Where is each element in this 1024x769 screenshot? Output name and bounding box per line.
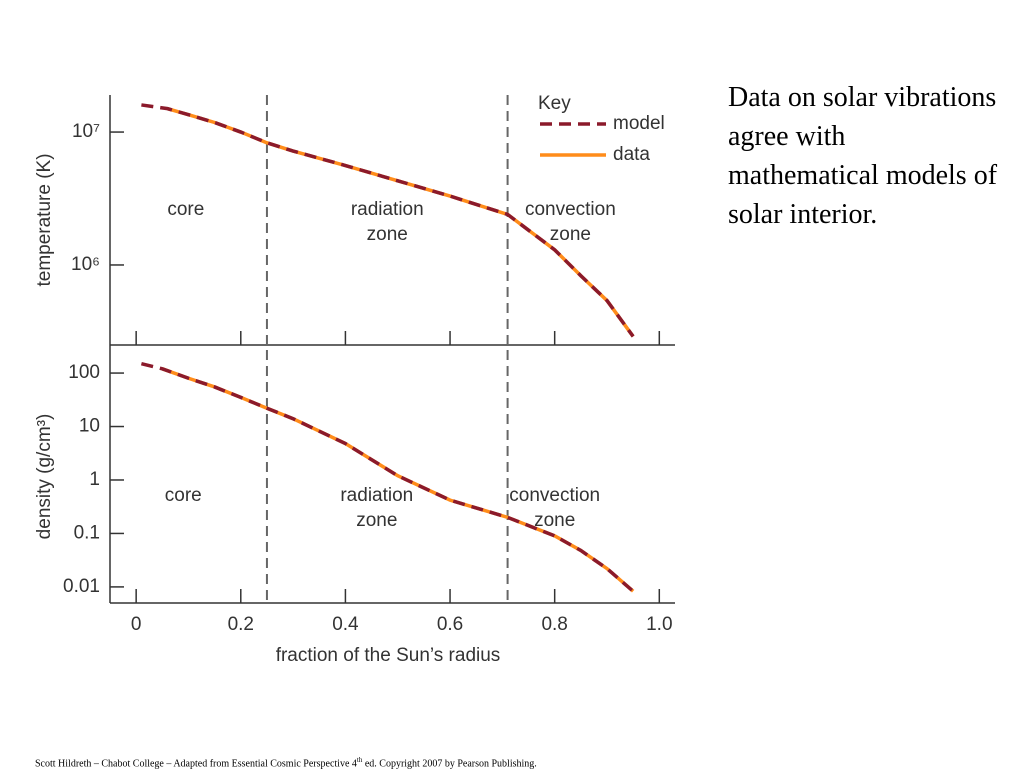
- footer: Scott Hildreth – Chabot College – Adapte…: [35, 756, 537, 769]
- legend-label: data: [613, 144, 650, 165]
- zone-label: convection: [525, 199, 616, 220]
- y-tick-label: 100: [68, 362, 100, 383]
- caption: Data on solar vibrations agree with math…: [728, 82, 998, 230]
- series-line: [167, 106, 635, 338]
- zone-label: zone: [550, 224, 591, 245]
- y-tick-label: 1: [89, 469, 100, 490]
- zone-label: zone: [534, 510, 575, 531]
- footer-text: ed. Copyright 2007 by Pearson Publishing…: [362, 758, 537, 769]
- zone-label: core: [165, 485, 202, 506]
- chart: 10⁷ 10⁶ core radiation zone convection zone tem…: [34, 93, 675, 666]
- y-tick-label: 10⁷: [72, 121, 100, 142]
- y-tick-label: 10⁶: [71, 254, 100, 275]
- zone-label: zone: [356, 510, 397, 531]
- series-line: [140, 361, 635, 593]
- x-tick-label: 1.0: [646, 614, 672, 635]
- x-tick-label: 0.4: [332, 614, 359, 635]
- x-axis-label: fraction of the Sun’s radius: [276, 645, 501, 666]
- x-tick-label: 0.2: [228, 614, 254, 635]
- x-tick-label: 0.6: [437, 614, 463, 635]
- y-tick-label: 0.1: [74, 522, 100, 543]
- y-axis-label: density (g/cm³): [34, 414, 55, 540]
- x-tick-label: 0.8: [541, 614, 567, 635]
- y-tick-label: 0.01: [63, 576, 100, 597]
- zone-label: radiation: [351, 199, 424, 220]
- zone-label: zone: [367, 224, 408, 245]
- footer-text: Scott Hildreth – Chabot College – Adapte…: [35, 758, 357, 769]
- legend-label: model: [613, 113, 665, 134]
- series-line: [161, 367, 635, 593]
- footer-sup: th: [356, 756, 363, 764]
- series-line: [141, 103, 635, 338]
- zone-label: core: [167, 199, 204, 220]
- zone-label: convection: [509, 485, 600, 506]
- zone-label: radiation: [340, 485, 413, 506]
- x-tick-label: 0: [131, 614, 142, 635]
- legend-title: Key: [538, 93, 571, 114]
- y-axis-label: temperature (K): [34, 153, 55, 286]
- y-tick-label: 10: [79, 416, 100, 437]
